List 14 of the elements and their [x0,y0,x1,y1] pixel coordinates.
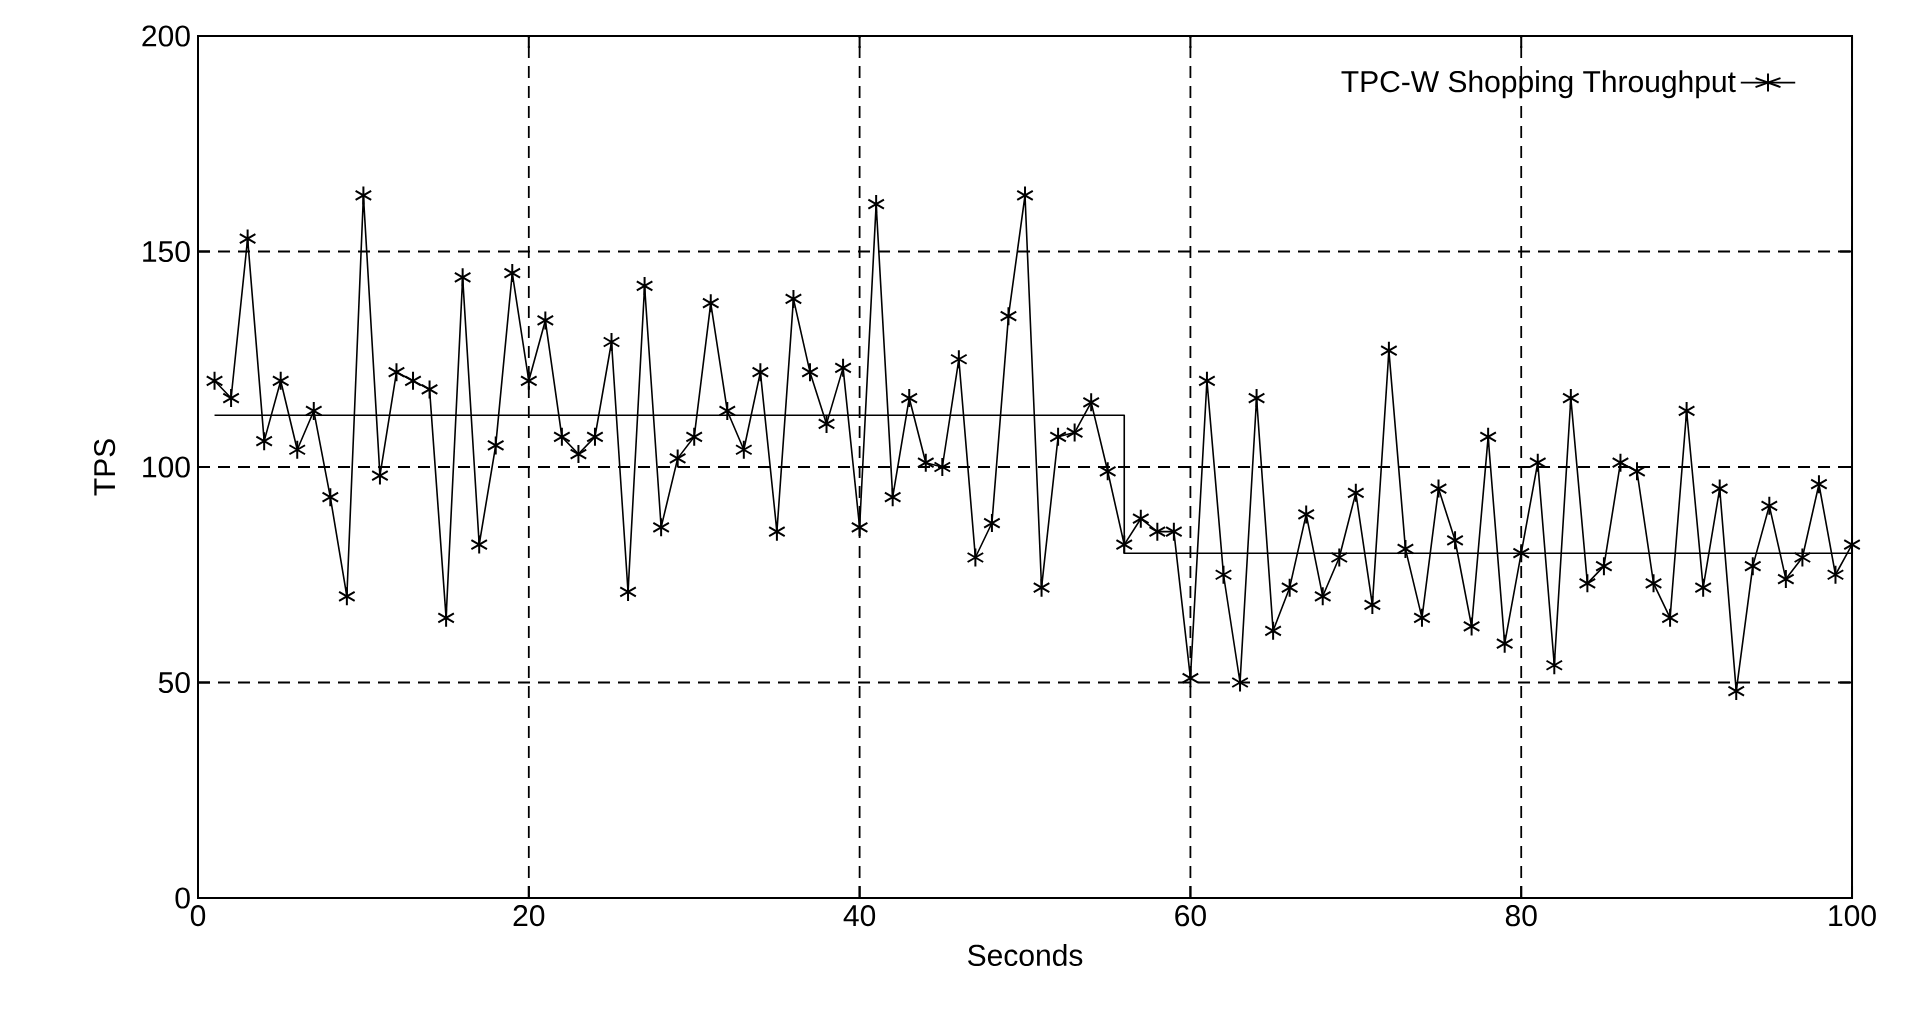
x-tick-label: 80 [1505,905,1537,927]
x-tick-label: 0 [190,905,206,927]
y-axis-title: TPS [94,439,116,496]
x-tick-label: 60 [1175,905,1206,927]
y-tick-label: 0 [175,887,190,909]
y-tick-label: 100 [143,456,190,478]
legend-label: TPC-W Shopping Throughput [1341,70,1736,99]
x-axis-title: Seconds [968,943,1083,966]
y-tick-label: 200 [142,25,190,47]
x-tick-label: 20 [513,905,545,927]
x-tick-label: 40 [843,905,876,927]
y-tick-label: 150 [143,240,190,263]
x-tick-label: 100 [1829,905,1876,927]
y-tick-label: 50 [158,671,190,694]
